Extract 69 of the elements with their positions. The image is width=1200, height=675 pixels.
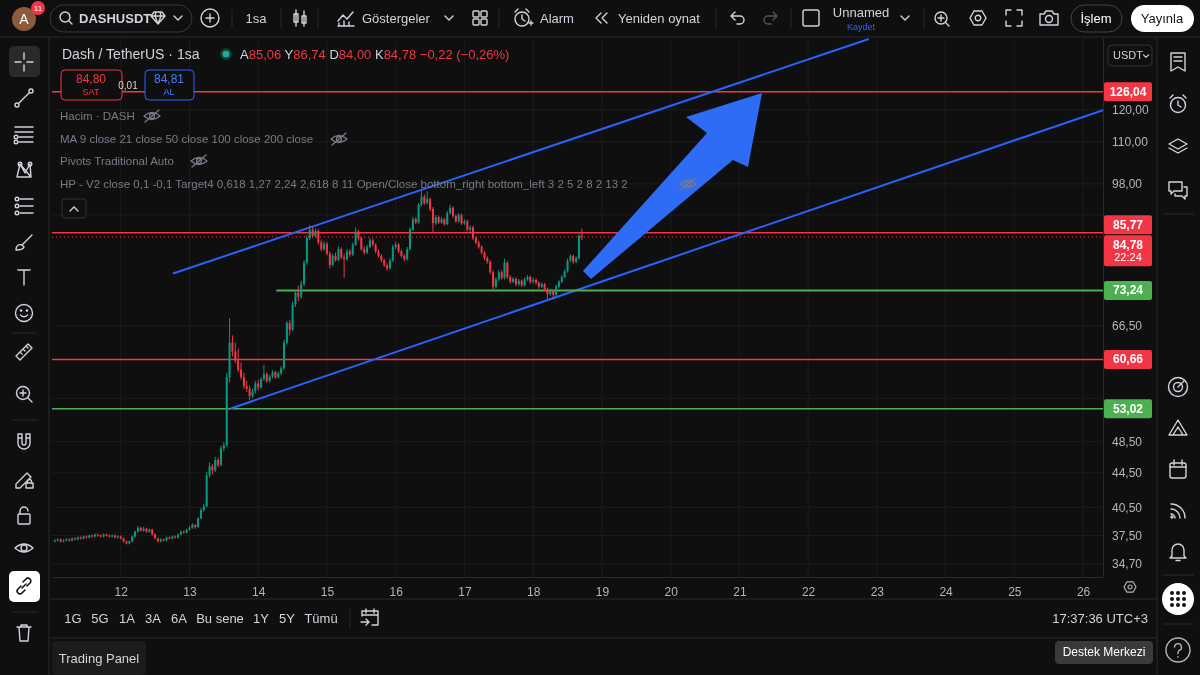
text: Kaydet: [846, 22, 876, 32]
x-tick-label: 19: [595, 584, 610, 599]
y-tick-label: 98,00: [1112, 177, 1143, 192]
text: 1sa: [245, 10, 268, 26]
x-tick-label: 16: [389, 584, 404, 599]
annotation: 73,24: [1112, 283, 1144, 298]
annotation: AL: [163, 87, 175, 97]
text: 5G: [91, 610, 109, 626]
y-tick-label: 48,50: [1112, 434, 1143, 449]
candlestick: [537, 280, 540, 290]
text: Bu sene: [196, 610, 244, 626]
x-tick-label: 15: [320, 584, 335, 599]
candlestick: [512, 276, 515, 284]
text: DASHUSDT: [79, 10, 152, 26]
ref-line-label: 53,02: [1112, 401, 1144, 416]
text: USDT: [1113, 49, 1144, 61]
text: 22:24: [1114, 250, 1142, 263]
text: A85,06 Y86,74 D84,00 K84,78 −0,22 (−0,26%): [240, 46, 510, 62]
ref-line-label: 60,66: [1112, 352, 1144, 367]
x-tick-label: 14: [252, 584, 266, 599]
x-tick-label: 20: [664, 584, 679, 599]
candlestick: [535, 277, 538, 286]
text: A: [19, 11, 30, 27]
candlestick: [469, 224, 472, 233]
annotation: SAT: [82, 87, 100, 97]
x-tick-label: 23: [870, 584, 885, 599]
text: Göstergeler: [362, 10, 431, 26]
text: Yayınla: [1140, 10, 1184, 26]
annotation: 84,81: [153, 72, 185, 86]
x-tick-label: 21: [733, 584, 747, 599]
text: 1Y: [253, 610, 270, 626]
text: Dash / TetherUS · 1sa: [62, 46, 200, 62]
text: Alarm: [540, 10, 574, 26]
annotation: 84,80: [75, 72, 107, 86]
y-tick-label: 44,50: [1112, 466, 1143, 481]
text: 1A: [119, 610, 136, 626]
x-tick-label: 22: [801, 584, 816, 599]
text: Tümü: [304, 610, 338, 626]
text: Destek Merkezi: [1062, 645, 1146, 659]
annotation: Pivots Traditional Auto: [60, 155, 174, 167]
annotation: Hacim · DASH: [60, 110, 135, 122]
text: 1G: [64, 610, 82, 626]
annotation: 0,01: [118, 79, 139, 91]
text: Trading Panel: [58, 650, 140, 666]
y-tick-label: 110,00: [1112, 134, 1149, 149]
x-tick-label: 25: [1008, 584, 1022, 599]
x-tick-label: 18: [526, 584, 541, 599]
text: 17:37:36 UTC+3: [1052, 610, 1148, 626]
ref-line-label: 84,78: [1112, 237, 1144, 252]
text: Unnamed: [832, 4, 890, 20]
y-tick-label: 120,00: [1112, 103, 1150, 118]
y-tick-label: 34,70: [1112, 557, 1143, 572]
x-tick-label: 24: [939, 584, 954, 599]
y-tick-label: 40,50: [1112, 500, 1143, 515]
y-tick-label: 37,50: [1112, 528, 1143, 543]
text: 3A: [145, 610, 162, 626]
x-tick-label: 12: [114, 584, 129, 599]
x-tick-label: 17: [458, 584, 472, 599]
y-tick-label: 66,50: [1112, 319, 1143, 334]
text: Yeniden oynat: [618, 10, 701, 26]
text: İşlem: [1080, 10, 1112, 26]
text: 6A: [171, 610, 188, 626]
text: 5Y: [279, 610, 296, 626]
annotation: MA 9 close 21 close 50 close 100 close 200 close: [60, 133, 314, 145]
x-tick-label: 13: [183, 584, 197, 599]
ref-line-label: 85,77: [1112, 217, 1144, 232]
x-tick-label: 26: [1076, 584, 1091, 599]
candlestick: [323, 240, 326, 252]
ref-line-label: 126,04: [1109, 84, 1147, 99]
